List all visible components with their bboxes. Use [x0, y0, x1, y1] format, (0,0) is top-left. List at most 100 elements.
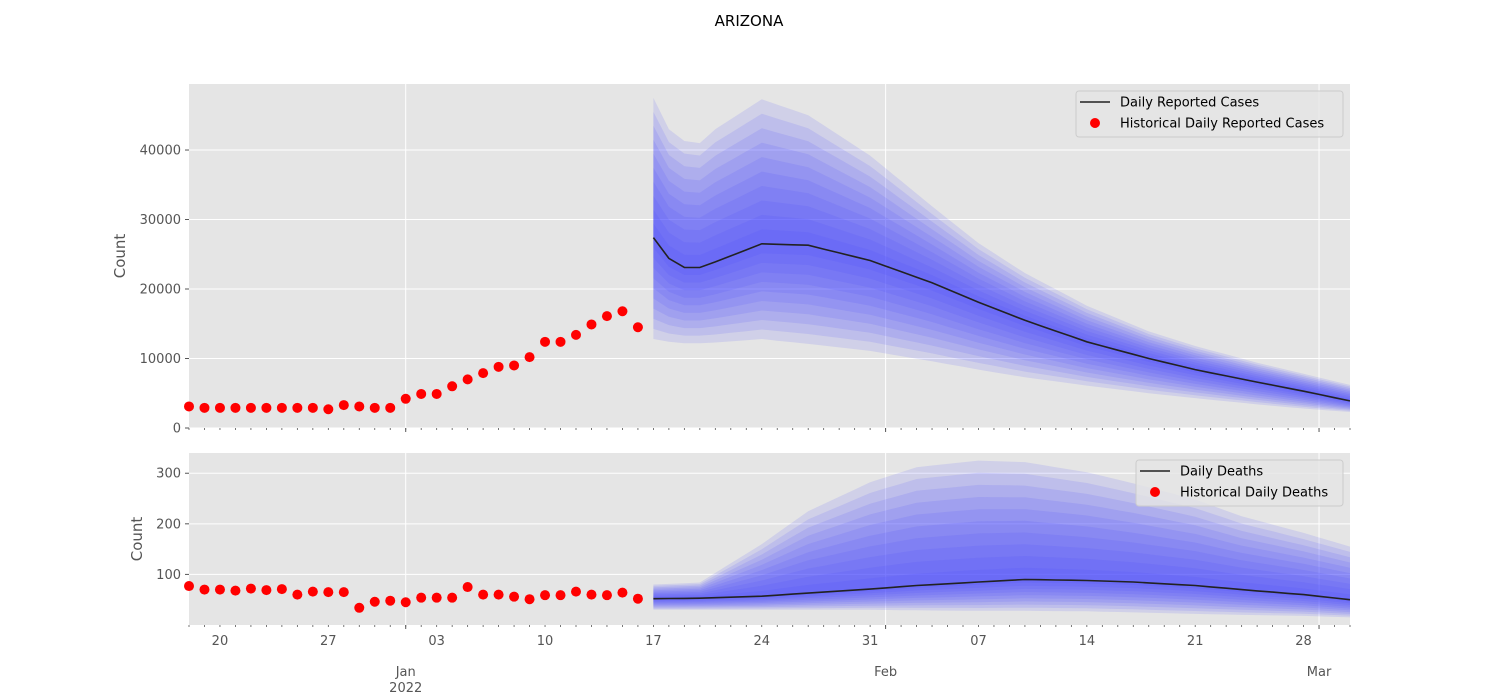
forecast-quantile-band	[653, 167, 1350, 407]
historical-point	[307, 586, 318, 597]
historical-point	[462, 374, 473, 385]
forecast-quantile-band	[653, 567, 1350, 602]
x-tick-label: 21	[1187, 634, 1204, 649]
x-tick-label: 31	[862, 634, 879, 649]
x-tick-label: 03	[428, 634, 445, 649]
y-tick-label: 30000	[140, 213, 181, 228]
x-tick-label: 24	[753, 634, 770, 649]
historical-point	[338, 400, 349, 411]
historical-point	[509, 591, 520, 602]
historical-point	[338, 587, 349, 598]
y-axis-label: Count	[128, 517, 146, 562]
historical-point	[323, 404, 334, 415]
forecast-quantile-band	[653, 544, 1350, 605]
historical-point	[292, 402, 303, 413]
historical-point	[416, 388, 427, 399]
historical-point	[632, 322, 643, 333]
historical-point	[478, 589, 489, 600]
historical-point	[571, 329, 581, 340]
historical-point	[493, 589, 504, 600]
historical-point	[617, 306, 628, 317]
historical-point	[369, 402, 380, 413]
y-tick-label: 10000	[140, 352, 181, 367]
y-tick-label: 0	[173, 422, 181, 437]
historical-point	[276, 402, 287, 413]
figure-title: ARIZONA	[715, 12, 784, 30]
historical-point	[245, 402, 256, 413]
x-month-label: Jan	[395, 665, 416, 680]
legend-frame	[1135, 459, 1344, 507]
historical-point	[509, 360, 520, 371]
forecast-quantile-band	[653, 209, 1350, 404]
historical-point	[431, 388, 442, 399]
y-tick-label: 20000	[140, 283, 181, 298]
historical-point	[586, 589, 597, 600]
historical-point	[385, 595, 396, 606]
y-tick-label: 100	[156, 568, 181, 583]
historical-point	[400, 597, 411, 608]
historical-point	[601, 311, 612, 322]
y-axis-label: Count	[111, 234, 129, 279]
forecast-quantile-band	[653, 532, 1350, 607]
historical-point	[555, 590, 566, 601]
x-month-label: Mar	[1307, 665, 1332, 680]
deaths-panel: 100 200 300 Count Daily Deaths Historical Dai…	[128, 453, 1351, 629]
forecast-quantile-band	[653, 125, 1350, 410]
forecast-quantile-band	[653, 153, 1350, 408]
historical-point	[245, 583, 256, 594]
legend-label: Daily Deaths	[1180, 465, 1263, 480]
historical-point	[276, 584, 287, 595]
x-tick-label: 28	[1295, 634, 1312, 649]
x-tick-label: 17	[645, 634, 662, 649]
x-month-label: Feb	[874, 665, 897, 680]
forecast-quantile-band	[653, 195, 1350, 405]
legend-marker-swatch	[1090, 118, 1100, 128]
y-tick-label: 40000	[140, 144, 181, 159]
legend-marker-swatch	[1150, 487, 1160, 497]
historical-point	[354, 602, 365, 613]
x-tick-label: 07	[970, 634, 987, 649]
historical-point	[307, 402, 318, 413]
legend-label: Historical Daily Deaths	[1180, 486, 1328, 501]
forecast-quantile-band	[653, 484, 1350, 614]
x-tick-label: 27	[320, 634, 337, 649]
historical-point	[369, 596, 380, 607]
x-tick-label: 20	[212, 634, 229, 649]
historical-point	[431, 592, 442, 603]
plot-background	[189, 84, 1350, 428]
legend-label: Daily Reported Cases	[1120, 96, 1259, 111]
historical-point	[214, 402, 225, 413]
historical-point	[524, 352, 535, 363]
forecast-median-line	[652, 237, 1350, 402]
forecast-quantile-band	[653, 111, 1350, 411]
historical-point	[261, 585, 272, 596]
forecast-quantile-band	[653, 97, 1350, 413]
forecast-quantile-band	[653, 139, 1350, 409]
x-tick-label: 10	[537, 634, 554, 649]
historical-point	[416, 592, 427, 603]
forecast-quantile-band	[653, 181, 1350, 406]
historical-point	[261, 402, 272, 413]
historical-point	[199, 584, 210, 595]
historical-point	[555, 336, 566, 347]
historical-point	[586, 319, 597, 330]
historical-point	[601, 590, 612, 601]
y-tick-label: 300	[156, 467, 181, 482]
legend: Daily Deaths Historical Daily Deaths	[1135, 459, 1344, 507]
historical-point	[524, 594, 535, 605]
legend-frame	[1075, 90, 1344, 138]
historical-point	[540, 590, 551, 601]
historical-point	[184, 401, 194, 412]
historical-point	[617, 587, 628, 598]
historical-point	[385, 402, 396, 413]
historical-point	[230, 402, 241, 413]
historical-point	[493, 361, 504, 372]
historical-point	[478, 368, 489, 379]
historical-point	[230, 585, 241, 596]
historical-point	[323, 587, 334, 598]
historical-point	[571, 586, 581, 597]
historical-point	[214, 584, 225, 595]
historical-point	[354, 401, 365, 412]
cases-panel: 0 10000 20000 30000 40000 Count Daily Reported…	[111, 84, 1351, 437]
